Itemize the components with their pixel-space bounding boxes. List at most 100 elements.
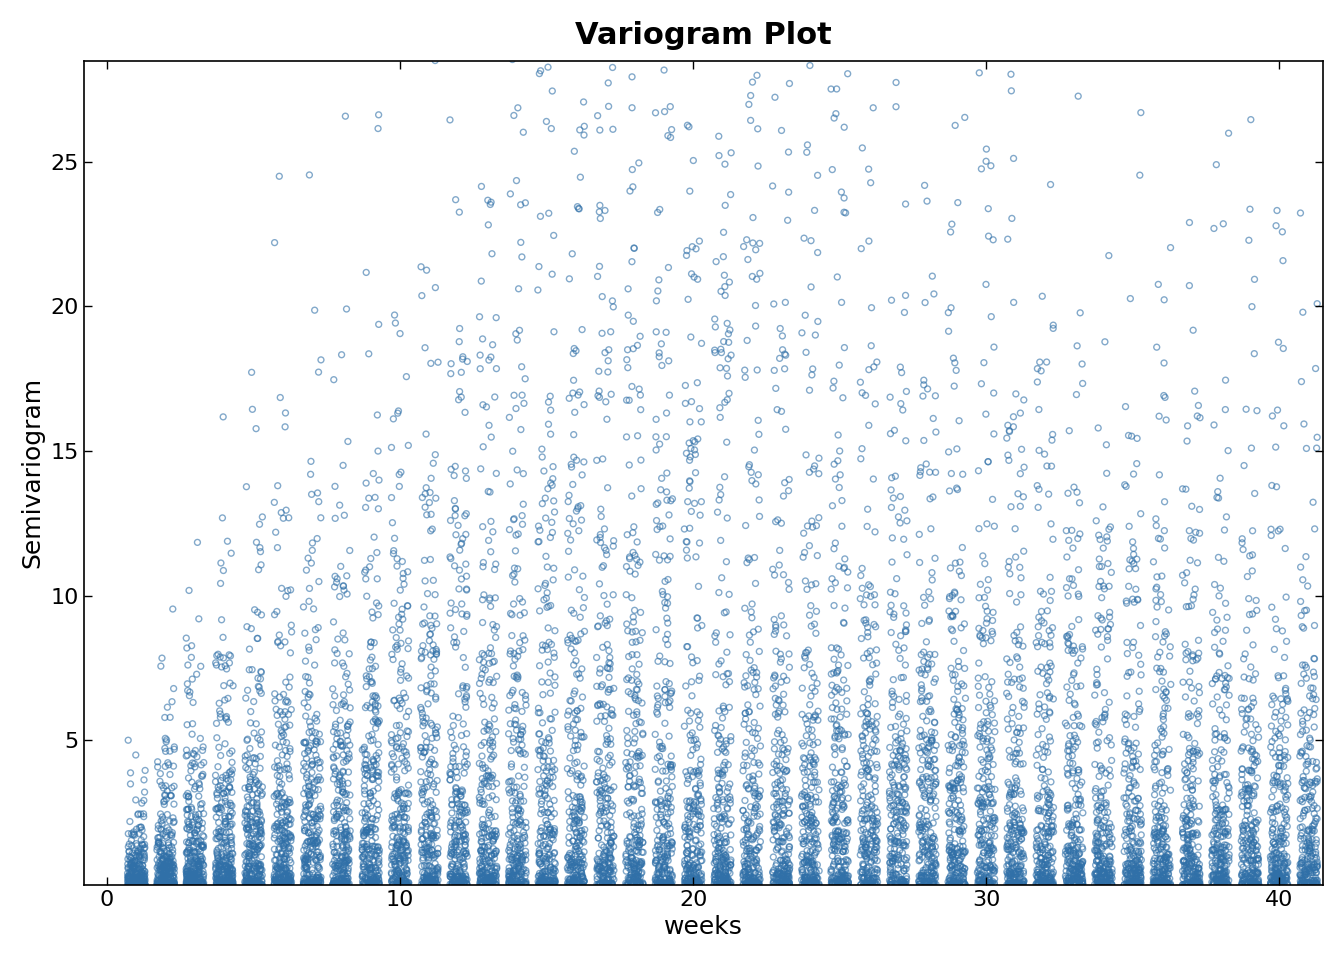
Point <box>212 650 234 665</box>
Point <box>1305 862 1327 877</box>
Point <box>504 561 526 576</box>
Point <box>743 804 765 820</box>
Point <box>882 700 903 715</box>
Point <box>1027 840 1048 855</box>
Point <box>796 805 817 821</box>
Point <box>1145 876 1167 891</box>
Point <box>301 757 323 773</box>
Point <box>563 874 585 889</box>
Point <box>417 766 438 781</box>
Point <box>618 835 640 851</box>
Point <box>1176 840 1198 855</box>
Point <box>1118 860 1140 876</box>
Point <box>1176 812 1198 828</box>
Point <box>176 876 198 892</box>
Point <box>766 875 788 890</box>
Point <box>220 804 242 819</box>
Point <box>746 272 767 287</box>
Point <box>922 830 943 846</box>
Point <box>1265 612 1286 627</box>
Point <box>802 834 824 850</box>
Point <box>801 722 823 737</box>
Point <box>247 842 269 857</box>
Point <box>382 875 403 890</box>
Point <box>835 862 856 877</box>
Point <box>1180 807 1202 823</box>
Point <box>896 834 918 850</box>
Point <box>1150 873 1172 888</box>
Point <box>1039 593 1060 609</box>
Point <box>716 874 738 889</box>
Point <box>478 723 500 738</box>
Point <box>206 809 227 825</box>
Point <box>1176 864 1198 879</box>
Point <box>336 568 358 584</box>
Point <box>329 873 351 888</box>
Point <box>528 518 550 534</box>
Point <box>1290 706 1312 721</box>
Point <box>386 772 407 787</box>
Point <box>969 874 991 889</box>
Point <box>894 877 915 893</box>
Point <box>1097 529 1118 544</box>
Point <box>566 825 587 840</box>
Point <box>297 874 319 889</box>
Point <box>892 838 914 853</box>
Point <box>366 876 387 891</box>
Point <box>1234 869 1255 884</box>
Point <box>648 273 669 288</box>
Point <box>1145 511 1167 526</box>
Point <box>887 833 909 849</box>
Point <box>184 868 206 883</box>
Point <box>1239 876 1261 891</box>
Point <box>449 542 470 558</box>
Point <box>917 660 938 676</box>
Point <box>293 852 314 867</box>
Point <box>293 877 314 893</box>
Point <box>587 854 609 870</box>
Point <box>891 874 913 889</box>
Point <box>237 876 258 892</box>
Point <box>1113 877 1134 893</box>
Point <box>1067 734 1089 750</box>
Point <box>738 550 759 565</box>
Point <box>384 865 406 880</box>
Point <box>1058 767 1079 782</box>
Point <box>601 851 622 866</box>
Point <box>152 860 173 876</box>
Point <box>917 871 938 886</box>
Point <box>1290 877 1312 893</box>
Point <box>797 876 818 892</box>
Point <box>122 845 144 860</box>
Point <box>536 773 558 788</box>
Point <box>974 817 996 832</box>
Point <box>124 828 145 843</box>
Point <box>676 845 698 860</box>
Point <box>512 874 534 889</box>
Point <box>153 859 175 875</box>
Point <box>827 872 848 887</box>
Point <box>536 590 558 606</box>
Point <box>1263 876 1285 892</box>
Point <box>1129 876 1150 892</box>
Point <box>820 864 841 879</box>
Point <box>1085 864 1106 879</box>
Point <box>1098 876 1120 892</box>
Point <box>804 877 825 893</box>
Point <box>867 862 888 877</box>
Point <box>1089 551 1110 566</box>
Point <box>1117 708 1138 723</box>
Point <box>981 708 1003 723</box>
Point <box>238 876 259 891</box>
Point <box>336 301 358 317</box>
Point <box>601 876 622 891</box>
Point <box>356 842 378 857</box>
Point <box>1184 873 1206 888</box>
Point <box>410 259 431 275</box>
Point <box>821 759 843 775</box>
Point <box>775 827 797 842</box>
Point <box>1145 876 1167 892</box>
Point <box>1298 875 1320 890</box>
Point <box>323 804 344 820</box>
Point <box>1206 797 1227 812</box>
